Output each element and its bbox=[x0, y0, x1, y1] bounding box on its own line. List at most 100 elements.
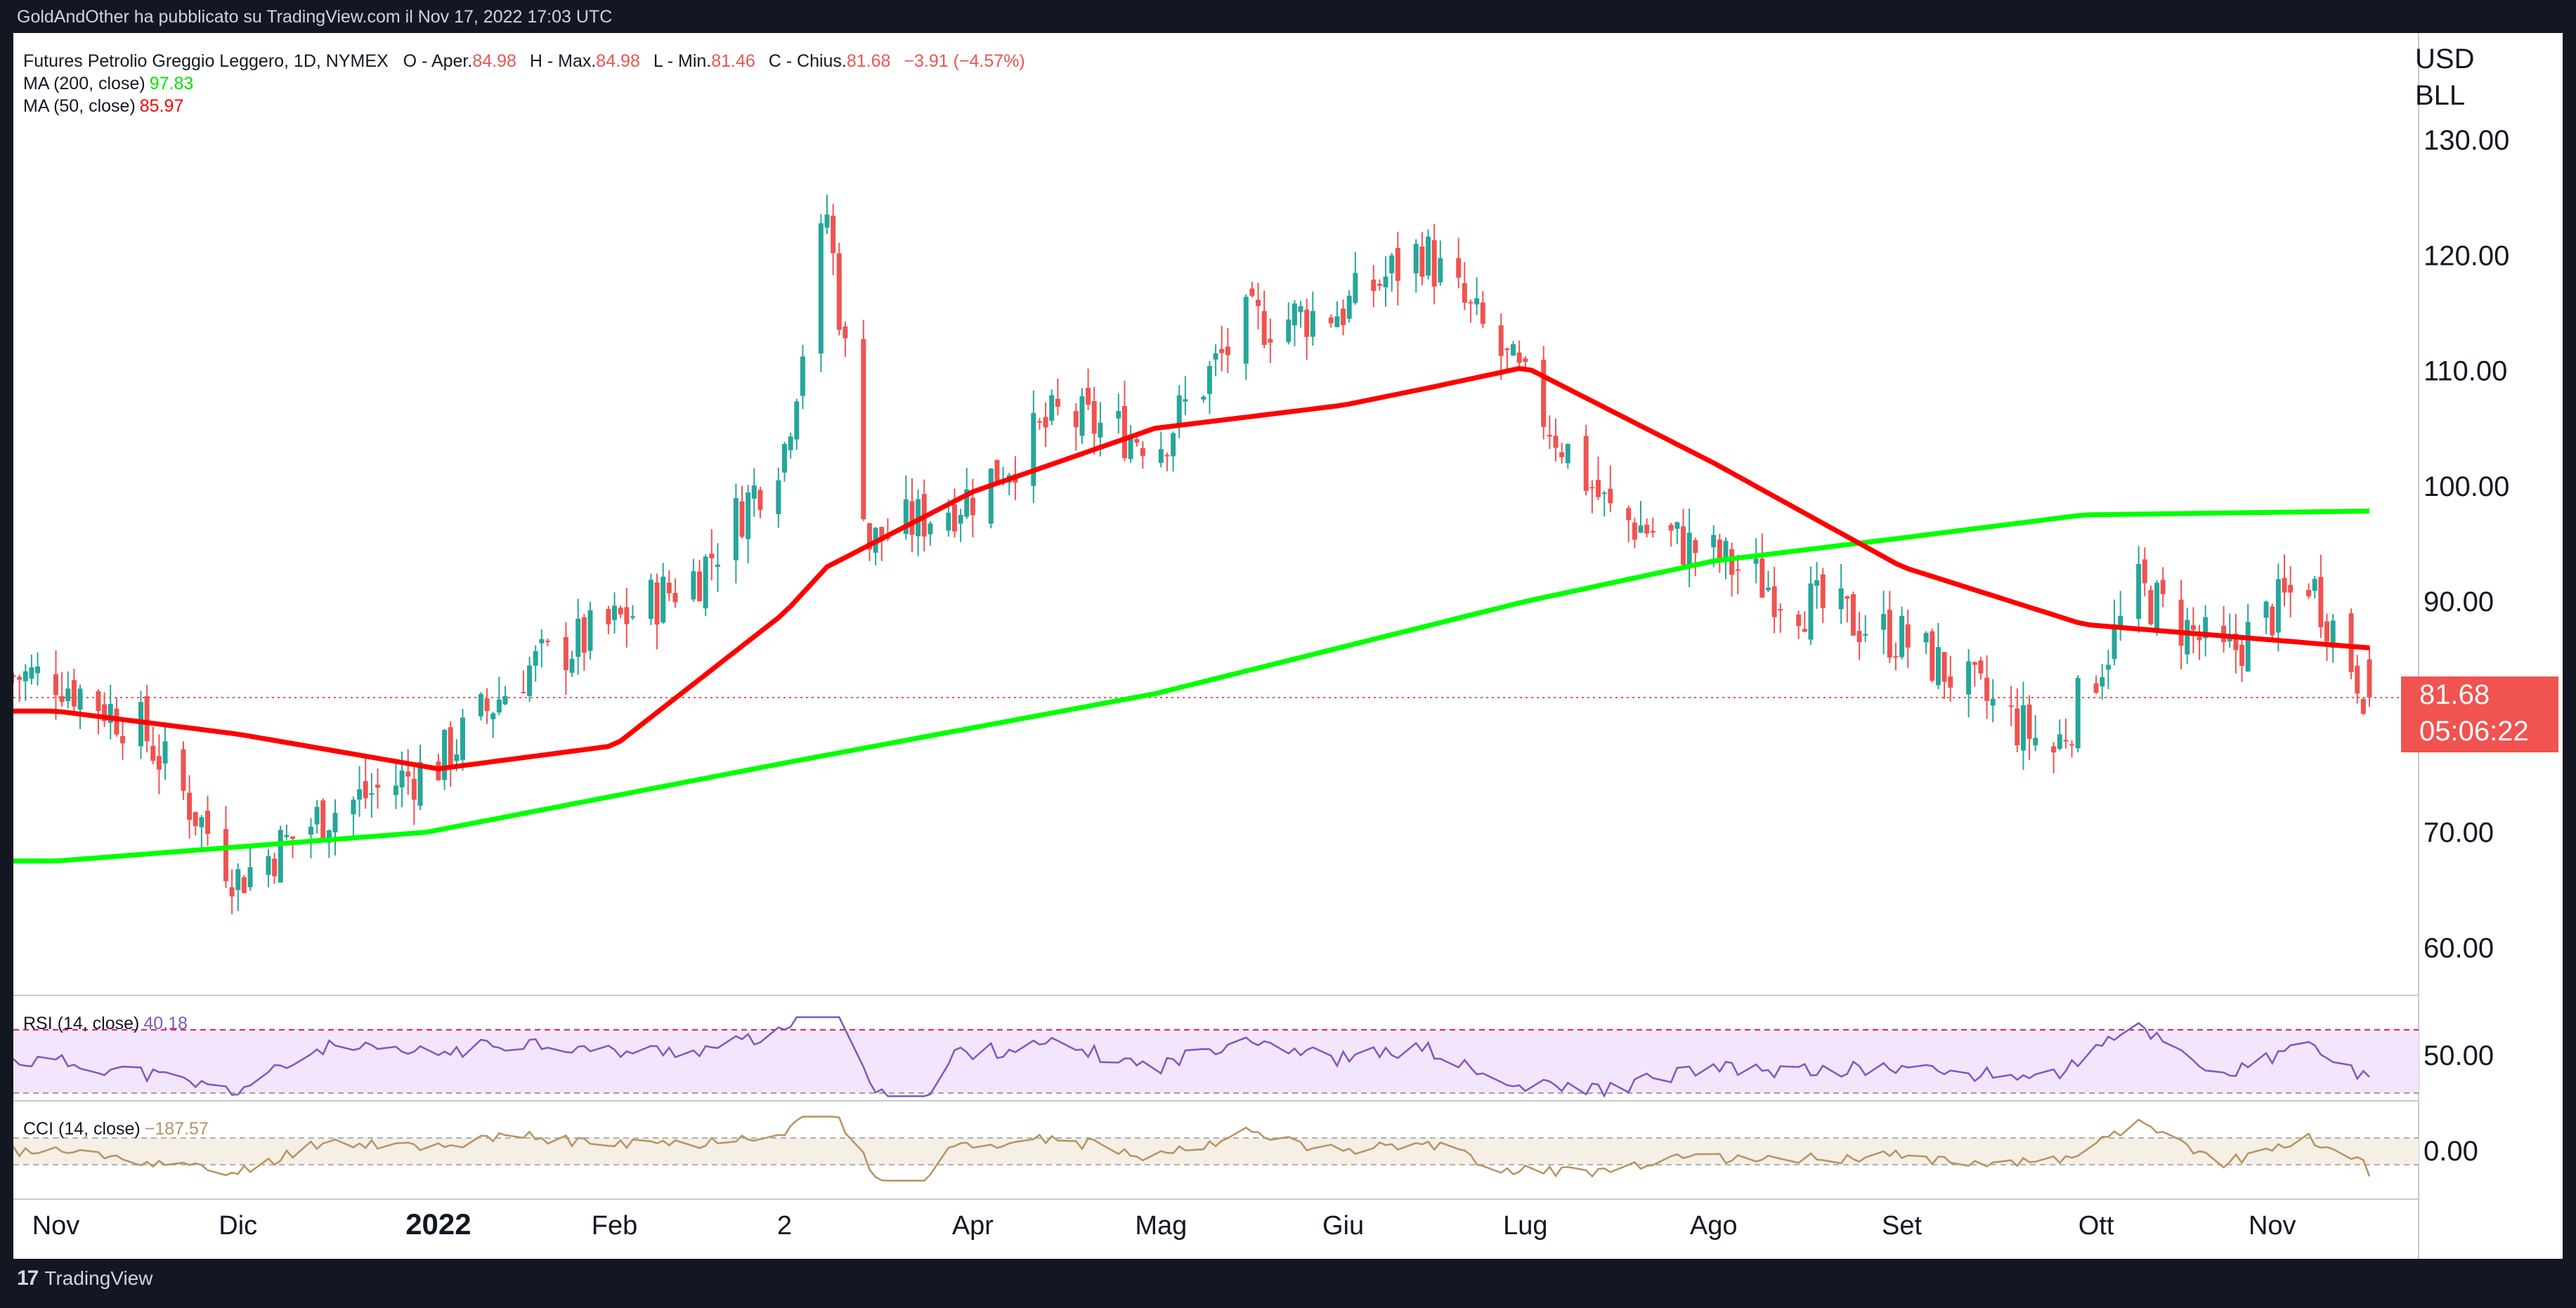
candle-body bbox=[278, 830, 283, 883]
candle-body bbox=[1632, 522, 1637, 540]
candle-body bbox=[866, 523, 872, 550]
candle-body bbox=[162, 741, 168, 764]
candle-body bbox=[1298, 306, 1303, 313]
candle-body bbox=[2027, 705, 2032, 739]
time-tick-label: Nov bbox=[2249, 1211, 2296, 1241]
price-axis-ticks: 130.00 120.00 110.00 100.00 90.00 70.00 60.00 bbox=[2424, 125, 2509, 964]
cci-band bbox=[13, 1138, 2419, 1165]
candle-body bbox=[2118, 615, 2123, 629]
candle-body bbox=[2069, 744, 2075, 746]
candle-body bbox=[527, 665, 533, 696]
candle-body bbox=[17, 676, 22, 680]
candle-body bbox=[1541, 360, 1547, 427]
legend-symbol-row: Futures Petrolio Greggio Leggero, 1D, NY… bbox=[23, 51, 1025, 72]
candle-body bbox=[1256, 299, 1261, 306]
candle-body bbox=[909, 501, 915, 535]
candle-body bbox=[247, 867, 253, 888]
candle-body bbox=[1516, 352, 1522, 363]
candle-body bbox=[697, 571, 703, 602]
candle-body bbox=[1268, 339, 1273, 343]
chart-canvas[interactable]: USD BLL 130.00 120.00 110.00 100.00 90.00 70.… bbox=[13, 33, 2563, 1259]
candle-body bbox=[1941, 652, 1947, 682]
candle-body bbox=[1055, 398, 1060, 407]
candle-body bbox=[885, 537, 890, 539]
candle-body bbox=[478, 694, 483, 717]
candle-body bbox=[2008, 705, 2014, 707]
ma50-line bbox=[13, 365, 2370, 771]
price-tick-label: 60.00 bbox=[2424, 933, 2494, 964]
candle-body bbox=[2112, 624, 2117, 660]
candle-body bbox=[1796, 614, 1802, 627]
candle-body bbox=[1778, 609, 1783, 611]
candle-body bbox=[454, 754, 460, 761]
candle-body bbox=[2245, 622, 2251, 672]
candle-body bbox=[1225, 346, 1230, 355]
time-tick-label: Apr bbox=[952, 1211, 994, 1241]
candle-body bbox=[666, 582, 672, 594]
candle-body bbox=[308, 826, 313, 835]
candle-body bbox=[1966, 661, 1972, 695]
candle-body bbox=[1419, 246, 1425, 277]
legend-low-label: L - Min. bbox=[653, 51, 712, 71]
candle-body bbox=[1395, 248, 1400, 281]
candle-body bbox=[2288, 584, 2294, 593]
candle-body bbox=[496, 699, 502, 713]
candle-body bbox=[1334, 316, 1340, 327]
candle-body bbox=[1171, 433, 1176, 457]
candle-body bbox=[35, 666, 41, 674]
candle-body bbox=[648, 580, 653, 620]
candle-body bbox=[2203, 617, 2209, 639]
candles-group bbox=[13, 195, 2372, 915]
candle-body bbox=[1881, 614, 1887, 630]
candle-body bbox=[1286, 319, 1292, 342]
candle-body bbox=[624, 607, 630, 624]
footer-brand[interactable]: ⁠17 TradingView bbox=[17, 1267, 152, 1290]
legend-cci-row[interactable]: CCI (14, close) −187.57 bbox=[23, 1119, 209, 1139]
time-tick-label: 2022 bbox=[405, 1208, 471, 1241]
legend-ma50-row[interactable]: MA (50, close) 85.97 bbox=[23, 96, 183, 117]
candle-body bbox=[2197, 636, 2202, 641]
candle-body bbox=[1820, 574, 1826, 608]
candle-body bbox=[946, 512, 951, 531]
candle-body bbox=[1765, 587, 1771, 591]
candle-body bbox=[612, 606, 618, 620]
candle-body bbox=[1759, 558, 1765, 598]
legend-ma200-row[interactable]: MA (200, close) 97.83 bbox=[23, 74, 193, 94]
candle-body bbox=[490, 713, 496, 719]
candle-body bbox=[788, 436, 793, 450]
candle-body bbox=[144, 696, 150, 742]
candle-body bbox=[1164, 454, 1170, 457]
candle-body bbox=[241, 877, 247, 894]
price-chart-svg[interactable]: USD BLL 130.00 120.00 110.00 100.00 90.00 70.… bbox=[13, 33, 2563, 1259]
candle-body bbox=[746, 492, 751, 539]
candle-body bbox=[575, 618, 581, 658]
candle-body bbox=[1134, 439, 1140, 443]
candle-body bbox=[1583, 436, 1589, 491]
candle-body bbox=[1383, 276, 1388, 287]
candle-body bbox=[2239, 644, 2245, 666]
candle-body bbox=[1601, 492, 1607, 495]
candle-body bbox=[2367, 659, 2372, 698]
candle-body bbox=[2100, 677, 2105, 687]
legend-ma200-label: MA (200, close) bbox=[23, 74, 145, 93]
candle-body bbox=[1140, 448, 1145, 457]
candle-body bbox=[951, 504, 957, 532]
candle-body bbox=[672, 592, 678, 603]
candle-body bbox=[2233, 634, 2239, 650]
candle-body bbox=[1183, 399, 1188, 402]
last-price-badge: 81.68 05:06:22 bbox=[2401, 676, 2558, 752]
candle-body bbox=[2093, 683, 2099, 693]
candle-body bbox=[1893, 656, 1899, 658]
candle-body bbox=[1049, 395, 1055, 421]
candle-body bbox=[861, 339, 866, 520]
candle-body bbox=[958, 514, 963, 524]
candle-body bbox=[59, 695, 65, 702]
legend-low-value: 81.46 bbox=[711, 51, 755, 71]
legend-rsi-row[interactable]: RSI (14, close) 40.18 bbox=[23, 1014, 188, 1034]
candle-body bbox=[13, 675, 16, 677]
candle-body bbox=[314, 806, 320, 825]
candle-body bbox=[1043, 417, 1048, 428]
candle-body bbox=[2154, 582, 2160, 631]
price-axis-currency: USD bbox=[2415, 44, 2474, 74]
candle-body bbox=[1426, 236, 1431, 276]
